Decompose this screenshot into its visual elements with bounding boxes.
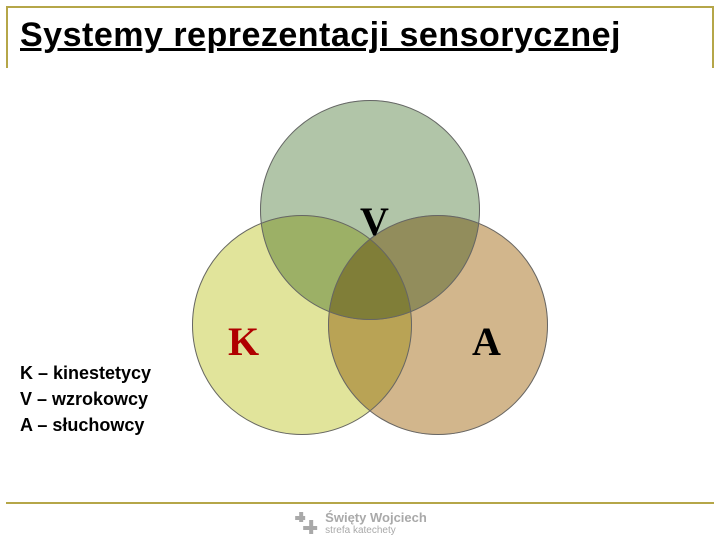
venn-circle-a-outline — [328, 215, 548, 435]
venn-label-v: V — [360, 198, 389, 245]
footer-brand: Święty Wojciech strefa katechety — [293, 510, 427, 536]
legend-item-k: K – kinestetycy — [20, 360, 151, 386]
slide-title: Systemy reprezentacji sensorycznej — [20, 16, 621, 55]
footer-text: Święty Wojciech strefa katechety — [325, 510, 427, 536]
venn-label-a: A — [472, 318, 501, 365]
footer-line2: strefa katechety — [325, 525, 427, 536]
venn-diagram: V K A — [190, 100, 550, 460]
brand-cross-icon — [293, 510, 319, 536]
legend: K – kinestetycy V – wzrokowcy A – słucho… — [20, 360, 151, 438]
legend-item-a: A – słuchowcy — [20, 412, 151, 438]
legend-item-v: V – wzrokowcy — [20, 386, 151, 412]
slide-frame-bottom — [6, 502, 714, 504]
venn-label-k: K — [228, 318, 259, 365]
footer-line1: Święty Wojciech — [325, 510, 427, 525]
